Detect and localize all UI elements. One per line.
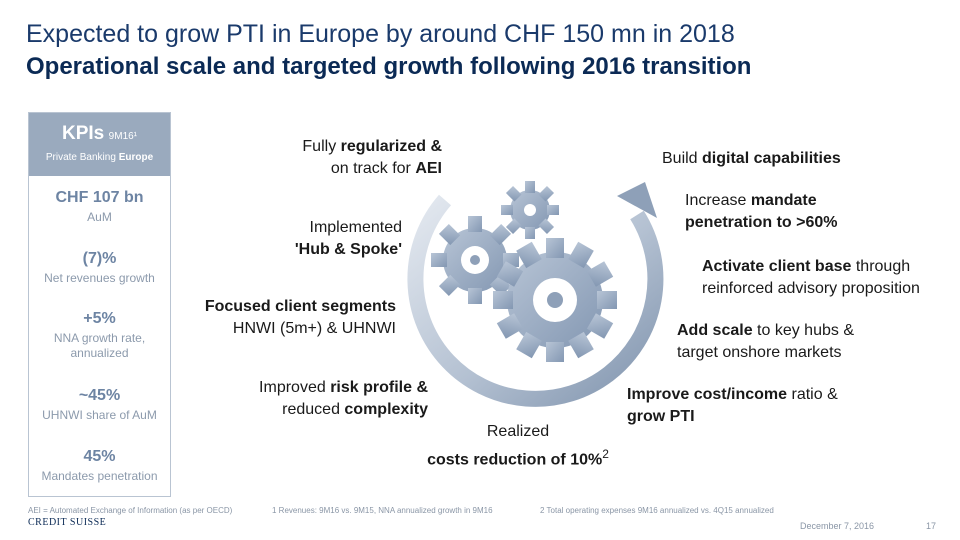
text-plain: reinforced advisory proposition <box>702 280 920 297</box>
text-bold: grow PTI <box>627 408 695 425</box>
kpi-label: AuM <box>87 210 112 224</box>
text-plain: Realized <box>486 423 550 440</box>
kpi-value: (7)% <box>82 250 117 267</box>
text-bold: risk profile & <box>330 379 428 396</box>
kpi-value: ~45% <box>78 387 121 404</box>
text-bold: Activate client base <box>702 258 852 275</box>
text-plain: to key hubs & <box>752 322 854 339</box>
label-hub-spoke: Implemented 'Hub & Spoke' <box>240 217 402 261</box>
text-plain: ratio & <box>787 386 838 403</box>
text-bold: penetration to >60% <box>685 214 838 231</box>
kpi-label-line: annualized <box>70 346 129 360</box>
kpi-mandates: 45% Mandates penetration <box>29 448 170 484</box>
text-bold: costs reduction of 10% <box>427 451 603 469</box>
text-plain: Increase <box>685 192 751 209</box>
kpi-label-line: NNA growth rate, <box>53 331 146 345</box>
label-client-base: Activate client base through reinforced … <box>702 256 920 300</box>
kpi-header: KPIs 9M16¹ Private Banking Europe <box>29 113 170 176</box>
kpi-period: 9M16¹ <box>108 131 138 142</box>
label-scale: Add scale to key hubs & target onshore m… <box>677 320 854 364</box>
text-plain: reduced <box>282 401 345 418</box>
kpi-net-revenues: (7)% Net revenues growth <box>29 250 170 286</box>
page-title: Expected to grow PTI in Europe by around… <box>26 20 735 48</box>
text-plain: through <box>851 258 911 275</box>
label-regularized: Fully regularized & on track for AEI <box>262 136 442 180</box>
text-plain: on track for <box>330 160 416 177</box>
page-subtitle: Operational scale and targeted growth fo… <box>26 53 752 80</box>
kpi-subtitle-region: Europe <box>118 152 154 163</box>
text-plain: target onshore markets <box>677 344 842 361</box>
gear-medium-icon <box>431 216 519 304</box>
footnote-1: 1 Revenues: 9M16 vs. 9M15, NNA annualize… <box>272 506 493 515</box>
text-bold: mandate <box>750 192 817 209</box>
kpi-value: CHF 107 bn <box>55 189 144 206</box>
label-cost-income: Improve cost/income ratio & grow PTI <box>627 384 838 428</box>
kpi-value: +5% <box>83 310 116 327</box>
text-bold: complexity <box>344 401 428 418</box>
text-bold: Add scale <box>677 322 753 339</box>
kpi-title: KPIs <box>61 123 105 144</box>
page-number: 17 <box>926 521 937 531</box>
label-risk-profile: Improved risk profile & reduced complexi… <box>222 377 428 421</box>
text-bold: digital capabilities <box>702 150 841 167</box>
text-bold: 'Hub & Spoke' <box>294 241 402 258</box>
kpi-label: UHNWI share of AuM <box>42 408 157 422</box>
cycle-arrow-head-icon <box>617 182 657 218</box>
label-costs-reduction: Realized costs reduction of 10%2 <box>408 421 628 471</box>
label-client-segments: Focused client segments HNWI (5m+) & UHN… <box>175 296 396 340</box>
label-digital: Build digital capabilities <box>662 148 841 170</box>
footnote-2: 2 Total operating expenses 9M16 annualiz… <box>540 506 774 515</box>
text-bold: Improve cost/income <box>627 386 788 403</box>
kpi-subtitle-prefix: Private Banking <box>45 152 119 163</box>
text-plain: Build <box>662 150 703 167</box>
gear-small-icon <box>501 181 559 239</box>
kpi-nna-growth: +5% NNA growth rate, annualized <box>29 310 170 361</box>
cycle-arrow-arc <box>407 194 664 407</box>
kpi-subtitle: Private Banking Europe <box>29 152 170 163</box>
presentation-date: December 7, 2016 <box>800 521 875 531</box>
label-mandate: Increase mandate penetration to >60% <box>685 190 837 234</box>
kpi-aum: CHF 107 bn AuM <box>29 189 170 225</box>
text-plain: HNWI (5m+) & UHNWI <box>232 320 396 337</box>
kpi-value: 45% <box>83 448 116 465</box>
text-bold: regularized & <box>340 138 442 155</box>
text-plain: Implemented <box>309 219 403 236</box>
text-plain: Improved <box>259 379 331 396</box>
gear-cycle-diagram <box>407 181 664 407</box>
kpi-label: Net revenues growth <box>44 271 155 285</box>
text-plain: Fully <box>302 138 341 155</box>
footnote-aei: AEI = Automated Exchange of Information … <box>28 506 233 515</box>
kpi-label: NNA growth rate, annualized <box>29 331 170 361</box>
text-bold: AEI <box>415 160 442 177</box>
gear-large-icon <box>493 238 617 362</box>
credit-suisse-logo: CREDIT SUISSE <box>28 517 107 528</box>
kpi-uhnwi-share: ~45% UHNWI share of AuM <box>29 387 170 423</box>
footnote-marker: 2 <box>602 447 609 461</box>
kpi-panel: KPIs 9M16¹ Private Banking Europe CHF 10… <box>28 112 171 497</box>
kpi-label: Mandates penetration <box>41 469 158 483</box>
text-bold: Focused client segments <box>204 298 396 315</box>
